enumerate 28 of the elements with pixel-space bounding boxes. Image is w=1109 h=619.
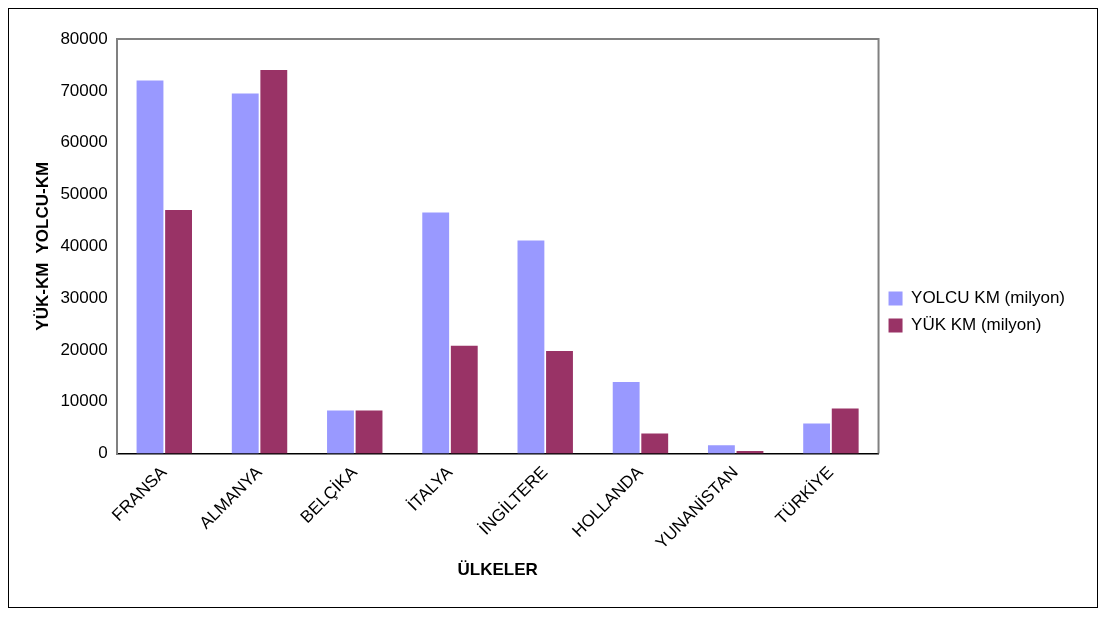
y-tick-label: 80000 <box>60 28 108 48</box>
bar <box>422 212 450 454</box>
bar <box>355 410 383 454</box>
bar <box>327 410 354 454</box>
y-tick-label: 60000 <box>60 132 108 152</box>
bar <box>546 350 573 454</box>
y-tick-label: 30000 <box>60 287 108 307</box>
y-tick-label: 50000 <box>60 184 108 204</box>
bar <box>231 93 259 454</box>
legend-label: YÜK KM (milyon) <box>911 315 1042 335</box>
x-axis-title: ÜLKELER <box>457 560 538 580</box>
bar <box>707 445 735 454</box>
y-tick-label: 10000 <box>60 391 108 411</box>
y-tick-label: 40000 <box>60 235 108 255</box>
bar <box>641 433 669 454</box>
y-tick-label: 20000 <box>60 339 108 359</box>
bar <box>260 70 288 454</box>
y-axis-title: YÜK-KM YOLCU-KM <box>32 161 52 331</box>
bar <box>450 345 478 454</box>
legend-label: YOLCU KM (milyon) <box>911 288 1066 308</box>
y-tick-label: 0 <box>98 443 108 463</box>
bar <box>803 423 831 454</box>
bar <box>136 80 164 454</box>
bar <box>165 210 192 454</box>
bar <box>612 382 640 454</box>
bar <box>517 240 545 454</box>
bar <box>831 408 859 454</box>
y-tick-label: 70000 <box>60 80 108 100</box>
